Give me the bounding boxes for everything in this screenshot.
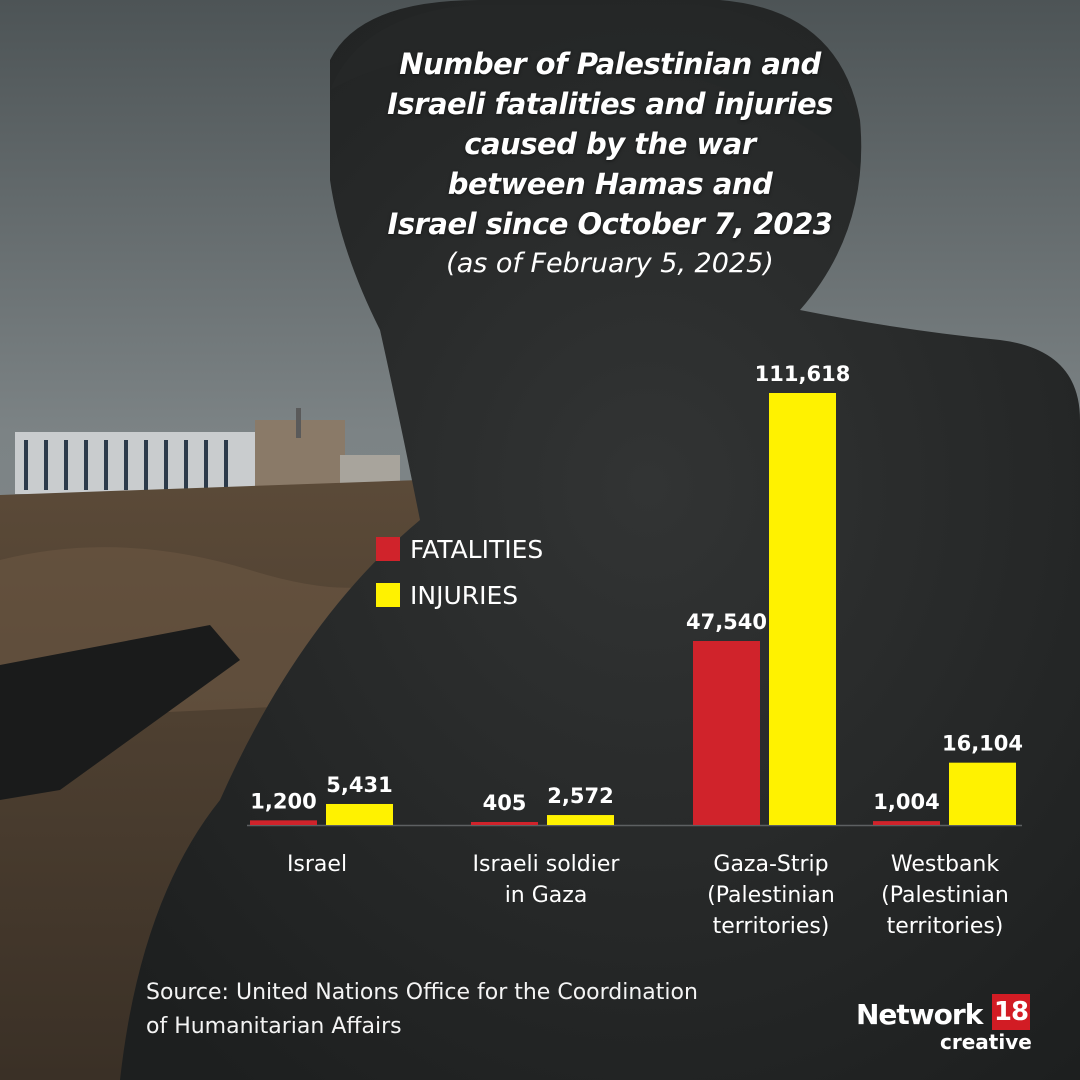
category-label: (Palestinian [881, 883, 1009, 908]
bar-injuries [547, 815, 614, 825]
category-label: Westbank [891, 852, 999, 877]
value-label-fatalities: 1,200 [250, 789, 316, 813]
chart-subtitle: (as of February 5, 2025) [446, 248, 774, 279]
source-line: Source: United Nations Office for the Co… [146, 980, 698, 1005]
bar-injuries [949, 762, 1016, 825]
legend-item-injuries: INJURIES [376, 578, 543, 612]
title-line: Israel since October 7, 2023 [387, 207, 833, 241]
category-label: Israeli soldier [473, 852, 621, 877]
category-label: (Palestinian [707, 883, 835, 908]
chart-title: Number of Palestinian and Israeli fatali… [330, 44, 890, 244]
value-label-fatalities: 1,004 [873, 790, 939, 814]
bar-injuries [326, 803, 393, 825]
value-label-fatalities: 405 [483, 791, 527, 815]
bar-fatalities [693, 641, 760, 825]
value-label-injuries: 5,431 [326, 773, 392, 797]
value-label-injuries: 16,104 [942, 732, 1023, 756]
legend-item-fatalities: FATALITIES [376, 532, 543, 566]
legend-swatch-fatalities [376, 537, 400, 561]
bar-fatalities [471, 822, 538, 825]
network18-logo: Network 18 creative [856, 994, 1036, 1054]
value-label-fatalities: 47,540 [686, 610, 767, 634]
legend-label-fatalities: FATALITIES [410, 534, 544, 564]
category-label: in Gaza [505, 883, 588, 908]
source-note: Source: United Nations Office for the Co… [146, 976, 766, 1044]
logo-number: 18 [992, 994, 1030, 1030]
category-label: territories) [713, 914, 830, 939]
bar-injuries [769, 393, 836, 825]
bar-fatalities [873, 821, 940, 825]
value-label-injuries: 111,618 [755, 362, 851, 386]
legend: FATALITIES INJURIES [376, 532, 543, 624]
value-label-injuries: 2,572 [547, 784, 613, 808]
logo-sub: creative [940, 1030, 1032, 1054]
title-line: Number of Palestinian and [399, 47, 821, 81]
source-line: of Humanitarian Affairs [146, 1014, 402, 1039]
bar-fatalities [250, 820, 317, 825]
title-line: Israeli fatalities and injuries [387, 87, 833, 121]
legend-label-injuries: INJURIES [410, 580, 519, 610]
legend-swatch-injuries [376, 583, 400, 607]
category-label: Israel [287, 852, 347, 877]
logo-name: Network [856, 998, 983, 1031]
title-line: between Hamas and [447, 167, 773, 201]
category-label: Gaza-Strip [713, 852, 828, 877]
category-label: territories) [887, 914, 1004, 939]
title-line: caused by the war [464, 127, 756, 161]
